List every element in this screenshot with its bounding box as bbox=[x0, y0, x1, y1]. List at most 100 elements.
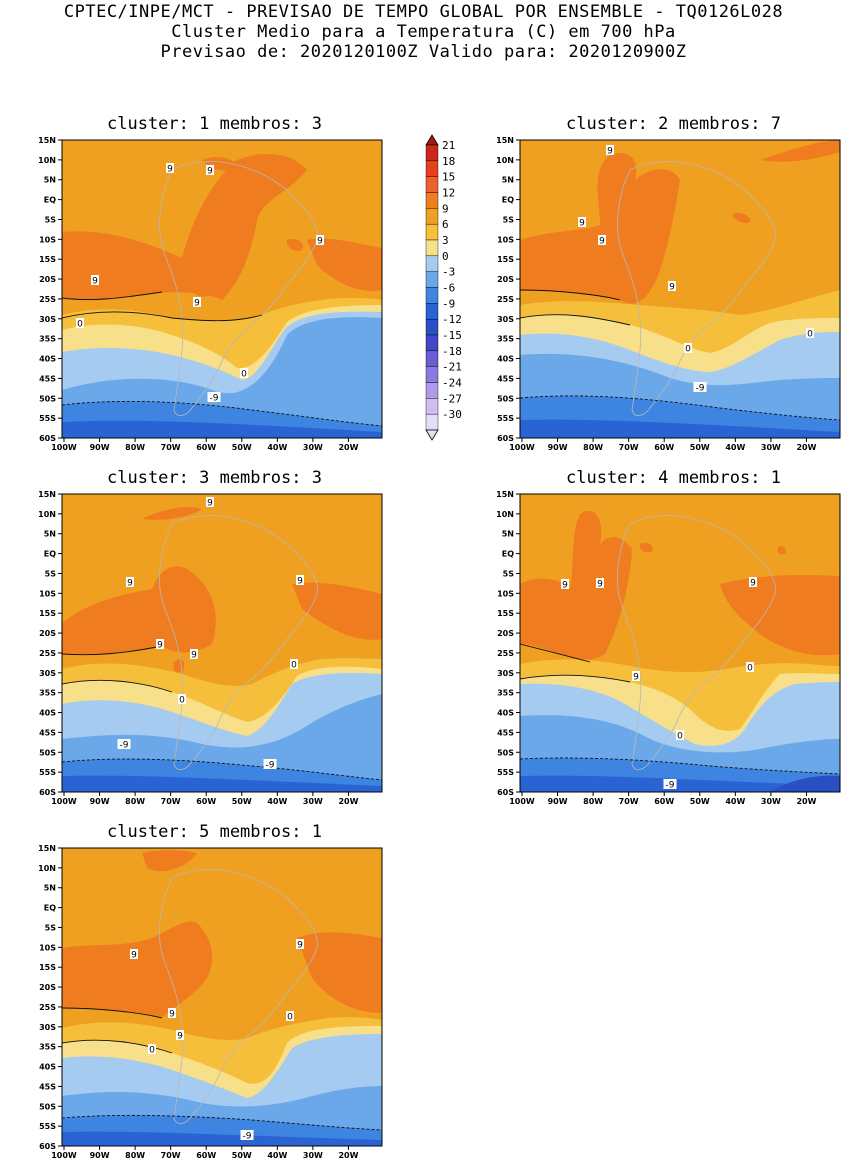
legend-arrow-top bbox=[425, 134, 439, 146]
contour-label: 0 bbox=[807, 330, 813, 340]
contour-label-box bbox=[749, 577, 757, 587]
lon-label: 30W bbox=[303, 443, 323, 452]
lat-label: 15S bbox=[39, 963, 56, 972]
lat-label: 55S bbox=[497, 768, 514, 777]
temperature-band bbox=[520, 152, 680, 304]
lat-label: 20S bbox=[39, 629, 56, 638]
lat-label: 35S bbox=[39, 1043, 56, 1052]
temperature-band bbox=[286, 238, 304, 251]
contour-label: -9 bbox=[666, 781, 675, 791]
lat-label: 25S bbox=[497, 649, 514, 658]
lon-label: 100W bbox=[51, 797, 77, 806]
lon-label: 20W bbox=[338, 443, 358, 452]
panel-title: cluster: 2 membros: 7 bbox=[566, 114, 781, 134]
isoline bbox=[62, 1007, 163, 1019]
isoline bbox=[520, 757, 840, 775]
lat-label: 45S bbox=[39, 1082, 56, 1091]
temperature-band bbox=[760, 140, 840, 162]
lon-label: 20W bbox=[796, 797, 816, 806]
contour-label: 0 bbox=[685, 345, 691, 355]
lat-label: 5N bbox=[502, 530, 514, 539]
lat-label: 60S bbox=[39, 788, 56, 797]
legend-value: -12 bbox=[442, 313, 462, 326]
contour-label: 9 bbox=[597, 580, 603, 590]
lat-label: 5S bbox=[503, 569, 515, 578]
lat-label: 50S bbox=[39, 394, 56, 403]
contour-label-box bbox=[240, 368, 248, 378]
lon-label: 100W bbox=[509, 443, 535, 452]
legend-value: -6 bbox=[442, 282, 455, 295]
lon-label: 90W bbox=[90, 1151, 110, 1160]
temperature-band bbox=[62, 566, 216, 655]
lon-label: 90W bbox=[548, 443, 568, 452]
contour-label: 9 bbox=[127, 579, 133, 589]
contour-label: 0 bbox=[747, 664, 753, 674]
contour-label: 0 bbox=[241, 370, 247, 380]
lat-label: 35S bbox=[497, 335, 514, 344]
isoline bbox=[62, 400, 382, 427]
lat-label: 10N bbox=[38, 510, 56, 519]
lon-label: 20W bbox=[796, 443, 816, 452]
legend-value: -27 bbox=[442, 392, 462, 405]
lat-label: 45S bbox=[497, 374, 514, 383]
lat-label: 50S bbox=[497, 748, 514, 757]
temperature-band bbox=[520, 775, 840, 792]
lat-label: 5S bbox=[45, 923, 57, 932]
contour-label: 9 bbox=[131, 951, 137, 961]
coastline bbox=[617, 515, 776, 771]
panel-title: cluster: 3 membros: 3 bbox=[107, 468, 322, 488]
lon-label: 50W bbox=[232, 1151, 252, 1160]
temperature-band bbox=[777, 546, 787, 555]
contour-label-box bbox=[296, 575, 304, 585]
legend-value: 21 bbox=[442, 139, 455, 152]
contour-label-box bbox=[91, 275, 99, 285]
contour-label: 9 bbox=[669, 283, 675, 293]
lat-label: 35S bbox=[39, 335, 56, 344]
lat-label: 10S bbox=[39, 235, 56, 244]
temperature-band bbox=[297, 932, 382, 1013]
lat-label: 35S bbox=[497, 689, 514, 698]
lon-label: 30W bbox=[761, 797, 781, 806]
legend-swatch bbox=[425, 413, 439, 431]
lat-label: 25S bbox=[39, 649, 56, 658]
legend-swatch bbox=[425, 239, 439, 257]
coastline bbox=[617, 161, 776, 417]
contour-label: -9 bbox=[243, 1132, 252, 1142]
temperature-map: 9 9 9 9 0 0 -9 15N 10N 5N EQ 5S 10S 15S 20S 25S 30S 35S 40… bbox=[496, 490, 841, 806]
legend-value: 6 bbox=[442, 218, 449, 231]
contour-label-box bbox=[117, 739, 131, 749]
isoline bbox=[520, 674, 631, 683]
isoline bbox=[520, 643, 591, 663]
lat-label: 10N bbox=[496, 510, 514, 519]
contour-label-box bbox=[296, 939, 304, 949]
lat-label: 15N bbox=[496, 136, 514, 145]
legend-swatch bbox=[425, 255, 439, 272]
contour-label-box bbox=[176, 1030, 184, 1040]
lat-label: 10S bbox=[39, 943, 56, 952]
lat-label: 60S bbox=[497, 788, 514, 797]
contour-label: 9 bbox=[157, 641, 163, 651]
contour-label: 9 bbox=[167, 165, 173, 175]
lon-label: 80W bbox=[583, 797, 603, 806]
legend-value: -9 bbox=[442, 297, 455, 310]
contour-label: 9 bbox=[191, 651, 197, 661]
lat-label: 55S bbox=[39, 1122, 56, 1131]
contour-label-box bbox=[668, 281, 676, 291]
lon-label: 60W bbox=[654, 443, 674, 452]
lat-label: 55S bbox=[497, 414, 514, 423]
lat-label: 30S bbox=[39, 1023, 56, 1032]
lat-label: EQ bbox=[502, 196, 514, 205]
contour-label-box bbox=[168, 1008, 176, 1018]
contour-label-box bbox=[578, 217, 586, 227]
contour-label-box bbox=[746, 662, 754, 672]
lat-label: 5N bbox=[44, 530, 56, 539]
contour-label: 9 bbox=[177, 1032, 183, 1042]
temperature-band bbox=[307, 238, 382, 291]
contour-label-box bbox=[178, 694, 186, 704]
panel-title: cluster: 4 membros: 1 bbox=[566, 468, 781, 488]
lat-label: 40S bbox=[39, 355, 56, 364]
lon-label: 50W bbox=[690, 797, 710, 806]
lat-label: 20S bbox=[39, 275, 56, 284]
temperature-band bbox=[142, 507, 202, 520]
lat-label: 20S bbox=[497, 629, 514, 638]
